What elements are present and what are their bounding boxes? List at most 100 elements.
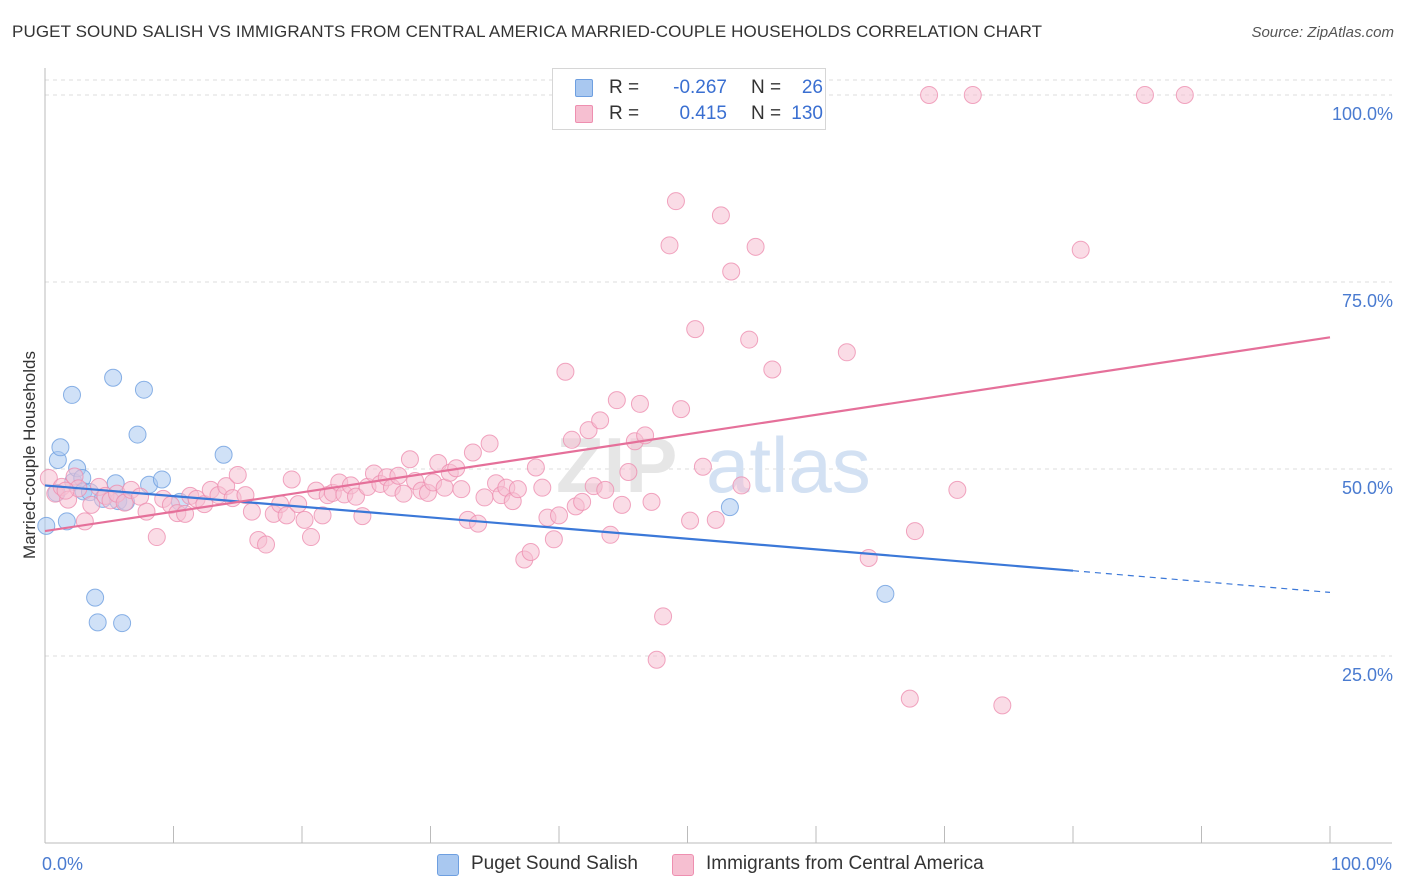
puget-point — [86, 588, 105, 607]
r-value: -0.267 — [673, 77, 727, 98]
immigrant-point — [722, 262, 741, 281]
immigrant-point — [400, 450, 419, 469]
immigrant-point — [394, 484, 413, 503]
immigrant-point — [282, 470, 301, 489]
y-tick-label: 75.0% — [1342, 291, 1393, 311]
pink-swatch — [672, 854, 694, 876]
y-tick-label: 100.0% — [1332, 104, 1393, 124]
blue-swatch — [575, 79, 593, 97]
x-tick-label: 100.0% — [1331, 854, 1392, 874]
immigrant-point — [463, 443, 482, 462]
immigrant-point — [591, 411, 610, 430]
puget-point — [104, 368, 123, 387]
immigrant-point — [672, 400, 691, 419]
immigrant-point — [746, 237, 765, 256]
immigrant-point — [859, 548, 878, 567]
immigrant-point — [533, 478, 552, 497]
axes-layer — [44, 68, 1392, 844]
immigrant-point — [573, 492, 592, 511]
y-tick-label: 25.0% — [1342, 665, 1393, 685]
immigrant-point — [562, 430, 581, 449]
legend-label: Immigrants from Central America — [706, 853, 984, 874]
immigrant-point — [257, 535, 276, 554]
immigrant-point — [550, 506, 568, 525]
immigrant-point — [642, 492, 661, 511]
immigrant-point — [556, 362, 575, 381]
legend-label: Puget Sound Salish — [471, 853, 638, 874]
immigrant-point — [596, 480, 615, 499]
puget-point — [57, 512, 76, 531]
r-label: R = — [609, 103, 640, 124]
puget-point — [152, 470, 171, 489]
immigrant-point — [435, 478, 454, 497]
immigrant-point — [313, 506, 332, 525]
puget-point — [720, 498, 739, 517]
immigrant-point — [948, 480, 967, 499]
immigrant-point — [706, 510, 725, 529]
immigrant-point — [521, 543, 540, 562]
immigrant-point — [75, 512, 94, 531]
puget-point — [62, 385, 81, 404]
immigrant-point — [242, 502, 261, 521]
immigrant-point — [963, 85, 982, 104]
immigrant-point — [508, 480, 527, 499]
n-label: N = — [751, 77, 782, 98]
immigrant-point — [147, 528, 166, 547]
immigrant-point — [176, 504, 195, 523]
immigrant-point — [686, 320, 705, 339]
puget-point — [113, 614, 132, 633]
trend-layer — [44, 336, 1331, 594]
puget-trend-line — [44, 484, 1074, 572]
puget-point — [876, 584, 895, 603]
points-layer — [37, 85, 1194, 715]
n-value: 130 — [791, 103, 823, 124]
source-label: Source: ZipAtlas.com — [1251, 24, 1394, 41]
immigrant-point — [740, 330, 759, 349]
immigrant-point — [277, 506, 296, 525]
y-axis-label: Married-couple Households — [20, 351, 39, 559]
n-label: N = — [751, 103, 782, 124]
immigrant-point — [732, 476, 751, 495]
immigrant-point — [82, 495, 101, 514]
blue-swatch — [437, 854, 459, 876]
chart-title: PUGET SOUND SALISH VS IMMIGRANTS FROM CE… — [12, 22, 1043, 41]
immigrant-point — [579, 421, 598, 440]
immigrant-point — [693, 457, 712, 476]
immigrant-point — [612, 495, 631, 514]
immigrant-point — [346, 487, 365, 506]
immigrant-point — [763, 360, 782, 379]
puget-point — [214, 445, 233, 464]
pink-swatch — [575, 105, 593, 123]
immigrant-point — [544, 530, 563, 549]
puget-trend-extension — [1072, 570, 1331, 594]
immigrant-point — [56, 481, 75, 500]
immigrant-point — [452, 480, 471, 499]
puget-point — [134, 380, 153, 399]
immigrant-point — [389, 466, 408, 485]
immigrant-point — [1175, 85, 1194, 104]
immigrant-point — [289, 495, 308, 514]
immigrant-point — [900, 689, 919, 708]
immigrant-point — [480, 434, 499, 453]
immigrant-point — [654, 607, 673, 626]
immigrant-trend-line — [44, 336, 1331, 533]
watermark-atlas: atlas — [706, 421, 871, 509]
immigrant-point — [228, 465, 247, 484]
puget-point — [88, 613, 107, 632]
grid-layer — [45, 79, 1392, 657]
immigrant-point — [666, 192, 685, 211]
labels-layer: 25.0% 50.0% 75.0% 100.0% 0.0% 100.0% Married-c… — [20, 104, 1393, 874]
immigrant-point — [647, 650, 666, 669]
immigrant-point — [607, 391, 626, 410]
immigrant-point — [1135, 85, 1154, 104]
immigrant-point — [711, 206, 730, 225]
immigrant-point — [905, 522, 924, 541]
y-tick-label: 50.0% — [1342, 478, 1393, 498]
immigrant-point — [601, 525, 620, 544]
immigrant-point — [920, 85, 939, 104]
immigrant-point — [681, 511, 700, 530]
n-value: 26 — [801, 77, 823, 98]
immigrant-point — [993, 696, 1012, 715]
r-label: R = — [609, 77, 640, 98]
